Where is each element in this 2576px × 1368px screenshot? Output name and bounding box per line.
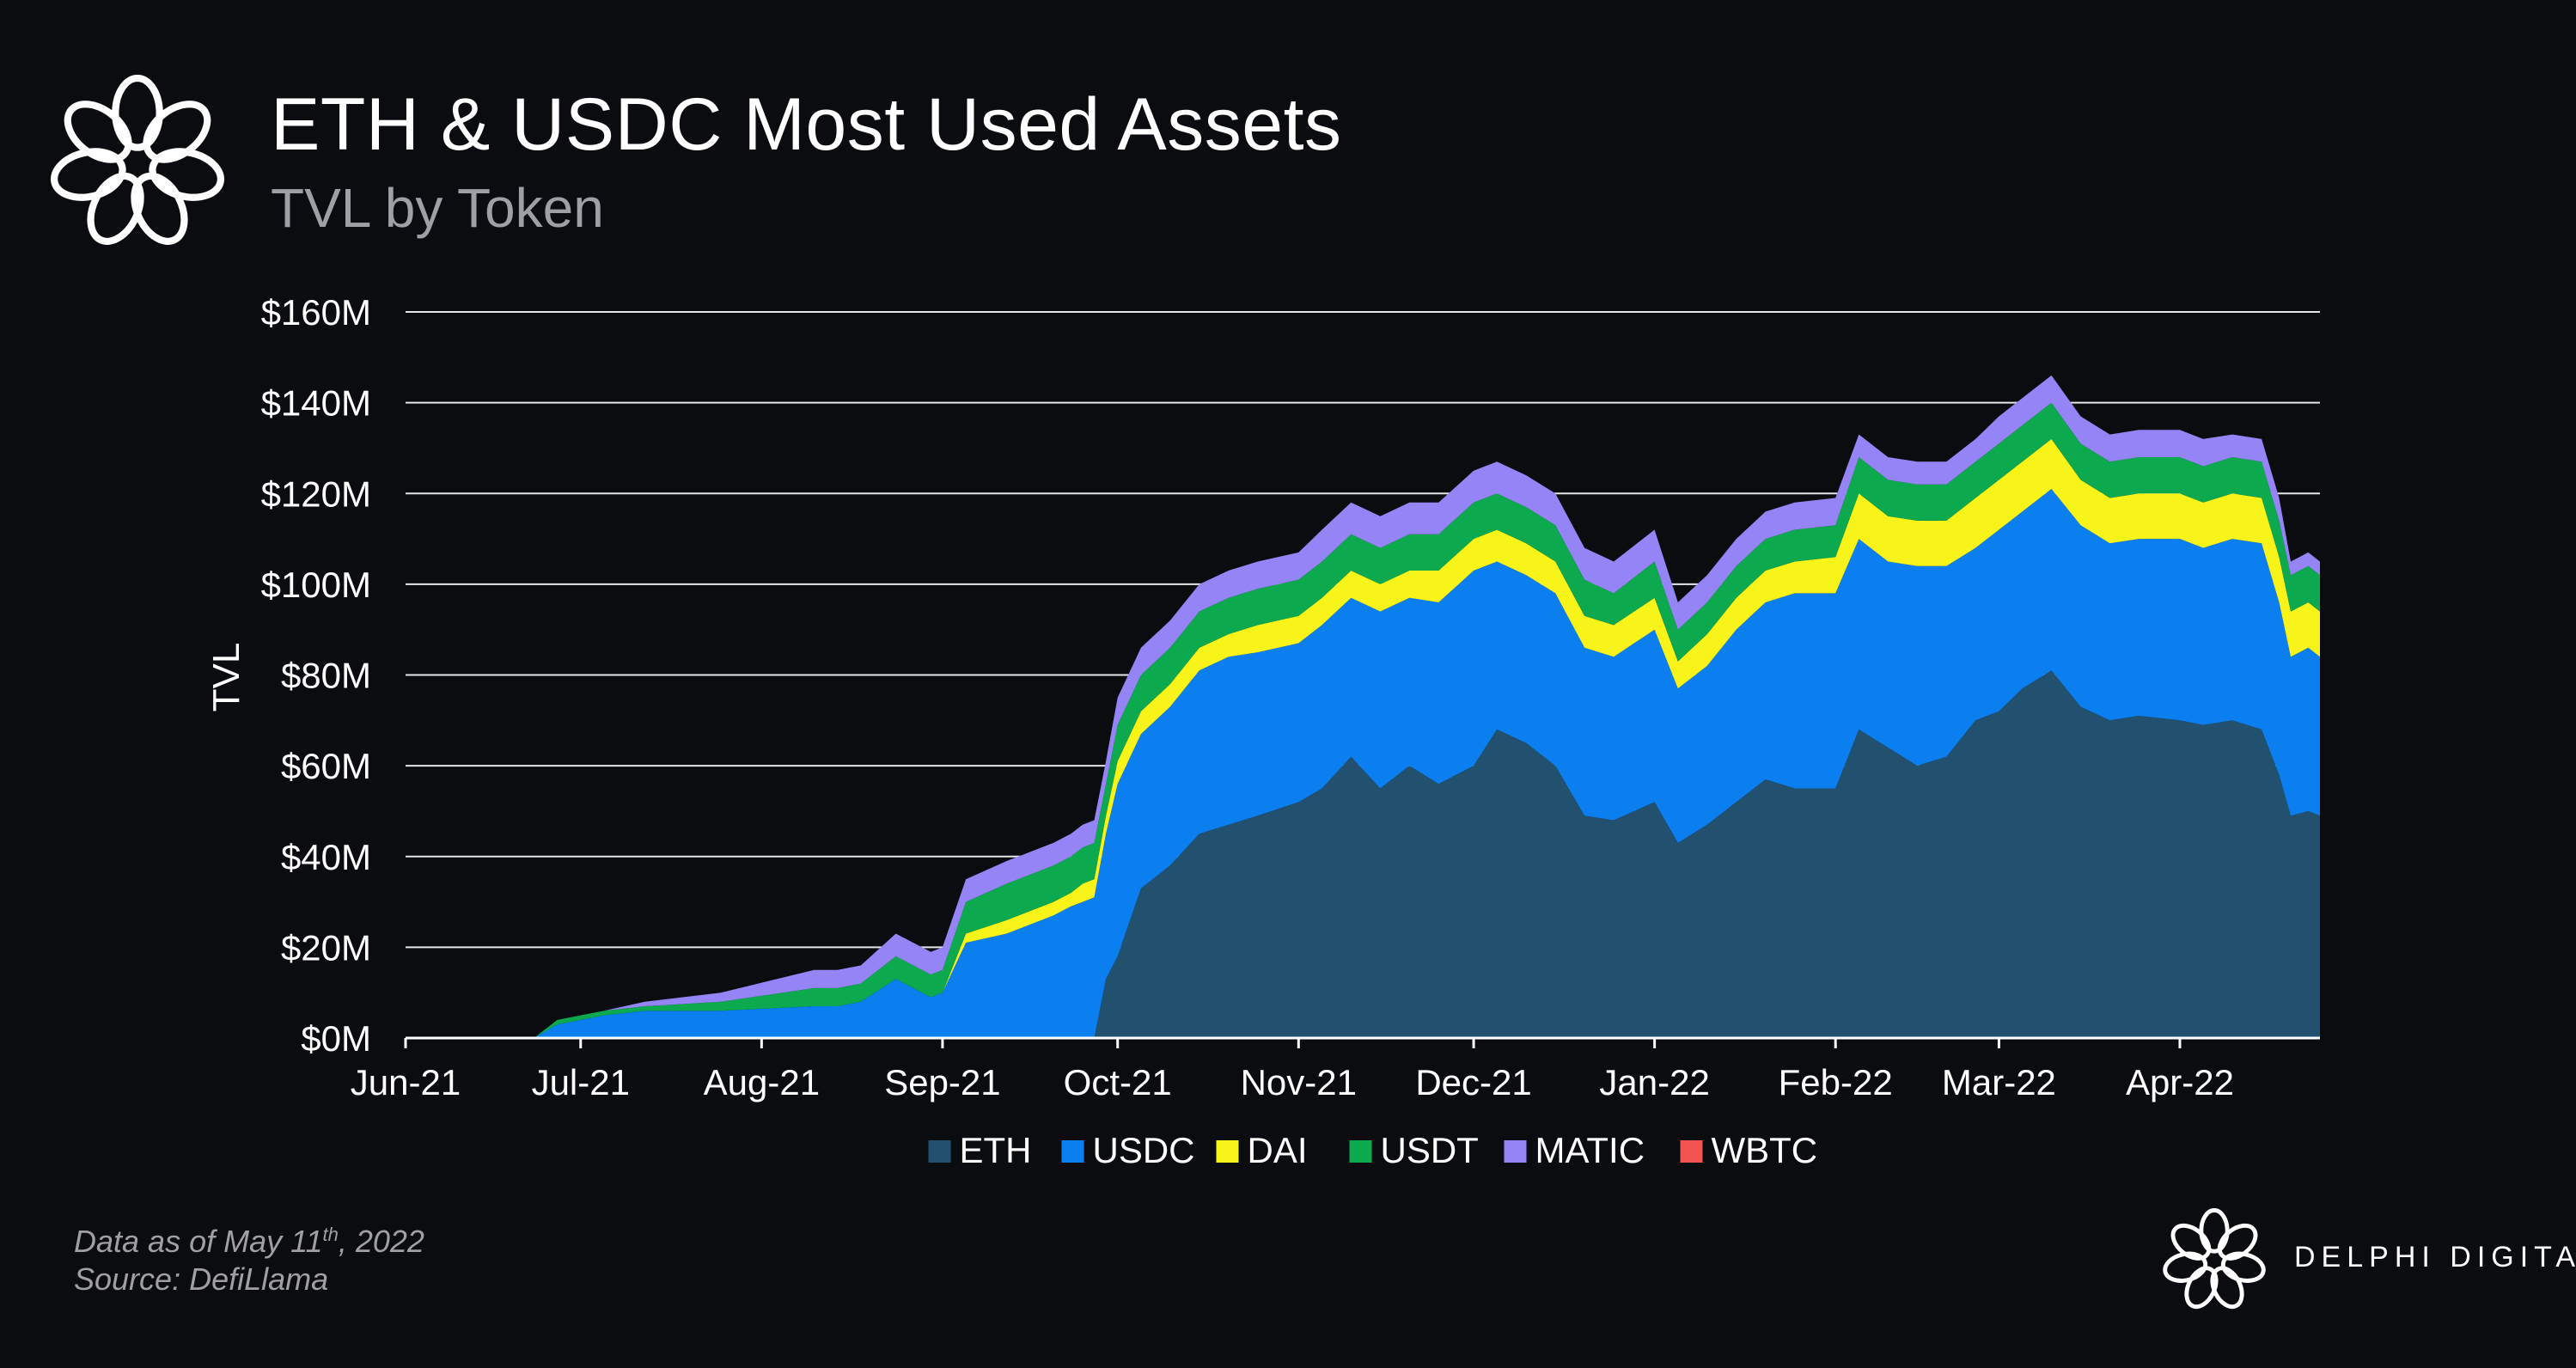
legend-label-usdc: USDC	[1093, 1130, 1195, 1170]
legend-swatch-matic	[1504, 1140, 1527, 1163]
x-tick-label: Mar-22	[1942, 1062, 2056, 1102]
source-note: Source: DefiLlama	[74, 1261, 329, 1297]
brand-name: DELPHI DIGITAL	[2294, 1241, 2576, 1273]
footnote: Data as of May 11th, 2022 Source: DefiLl…	[74, 1216, 424, 1298]
area-matic	[406, 375, 2320, 1038]
axes	[404, 1036, 2320, 1048]
legend-label-matic: MATIC	[1535, 1130, 1645, 1170]
x-tick-labels: Jun-21 Jul-21 Aug-21 Sep-21 Oct-21 Nov-21 Dec-…	[351, 1062, 2234, 1102]
legend-label-wbtc: WBTC	[1712, 1130, 1818, 1170]
x-tick-label: Feb-22	[1779, 1062, 1893, 1102]
area-eth	[406, 670, 2320, 1038]
page-subtitle: TVL by Token	[271, 177, 604, 239]
area-usdt	[406, 402, 2320, 1039]
x-tick-label: Jul-21	[532, 1062, 630, 1102]
legend-swatch-dai	[1216, 1140, 1239, 1163]
brand-block: DELPHI DIGITAL	[2158, 1205, 2576, 1316]
legend-swatch-wbtc	[1680, 1140, 1703, 1163]
knot-flower-icon	[2158, 1208, 2270, 1316]
y-tick-label: $20M	[281, 927, 371, 968]
legend-label-eth: ETH	[960, 1130, 1032, 1170]
y-tick-labels: $0M $20M $40M $60M $80M $100M $120M $140M $160M	[261, 292, 371, 1059]
x-tick-label: Aug-21	[704, 1062, 820, 1102]
x-tick-label: Dec-21	[1415, 1062, 1531, 1102]
page-title: ETH & USDC Most Used Assets	[271, 83, 1342, 166]
y-tick-label: $40M	[281, 837, 371, 877]
delphi-logo-icon	[43, 74, 232, 258]
legend-label-dai: DAI	[1248, 1130, 1308, 1170]
x-tick-label: Nov-21	[1241, 1062, 1357, 1102]
y-axis-label: TVL	[205, 643, 247, 712]
legend-swatch-usdt	[1349, 1140, 1372, 1163]
y-tick-label: $120M	[261, 473, 371, 514]
y-tick-label: $0M	[301, 1018, 371, 1059]
x-tick-label: Jun-21	[351, 1062, 461, 1102]
x-tick-label: Oct-21	[1064, 1062, 1172, 1102]
y-tick-label: $160M	[261, 292, 371, 333]
legend-swatch-eth	[928, 1140, 951, 1163]
area-usdc	[406, 489, 2320, 1038]
y-tick-label: $100M	[261, 565, 371, 605]
legend-label-usdt: USDT	[1381, 1130, 1479, 1170]
x-tick-label: Sep-21	[884, 1062, 1000, 1102]
legend: ETH USDC DAI USDT MATIC WBTC	[928, 1130, 1818, 1170]
legend-swatch-usdc	[1061, 1140, 1084, 1163]
area-dai	[406, 438, 2320, 1038]
y-tick-label: $60M	[281, 746, 371, 786]
y-tick-label: $140M	[261, 383, 371, 424]
y-tick-label: $80M	[281, 656, 371, 696]
x-tick-label: Jan-22	[1599, 1062, 1709, 1102]
x-tick-label: Apr-22	[2126, 1062, 2234, 1102]
series-areas	[406, 375, 2320, 1039]
data-date-note: Data as of May 11th, 2022	[74, 1224, 424, 1259]
